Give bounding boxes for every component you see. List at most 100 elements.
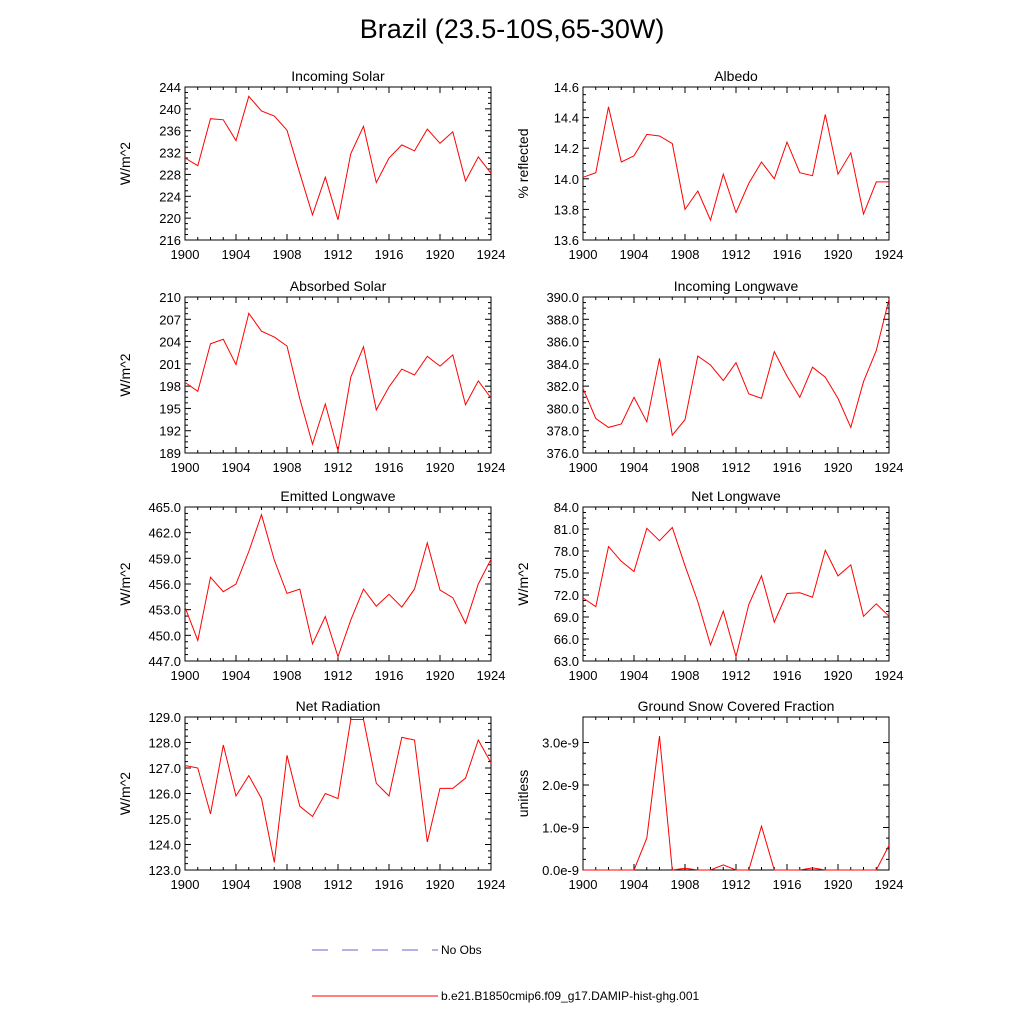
y-tick-label: 128.0 (148, 736, 181, 751)
x-tick-label: 1924 (875, 460, 904, 475)
chart-panel-4: Incoming Longwave 1900 1904 1908 1912 1916 192… (546, 278, 903, 475)
y-tick-label: 380.0 (546, 401, 579, 416)
y-axis-label: W/m^2 (117, 562, 133, 605)
y-tick-label: 123.0 (148, 863, 181, 878)
y-tick-label: 386.0 (546, 335, 579, 350)
x-tick-label: 1924 (875, 247, 904, 262)
legend-model-label: b.e21.B1850cmip6.f09_g17.DAMIP-hist-ghg.… (441, 989, 700, 1003)
y-tick-label: 240 (159, 102, 181, 117)
x-tick-label: 1904 (222, 877, 251, 892)
x-tick-label: 1916 (375, 668, 404, 683)
x-tick-label: 1920 (426, 247, 455, 262)
y-tick-label: 220 (159, 211, 181, 226)
series-line (582, 106, 889, 222)
y-tick-label: 216 (159, 233, 181, 248)
y-tick-label: 66.0 (554, 632, 579, 647)
x-tick-label: 1916 (773, 877, 802, 892)
x-tick-label: 1920 (426, 668, 455, 683)
y-tick-label: 388.0 (546, 312, 579, 327)
y-tick-label: 198 (159, 379, 181, 394)
y-tick-label: 228 (159, 167, 181, 182)
legend-no-obs-swatch (312, 949, 438, 951)
x-tick-label: 1908 (273, 460, 302, 475)
x-tick-label: 1920 (426, 460, 455, 475)
y-tick-label: 384.0 (546, 357, 579, 372)
y-tick-label: 232 (159, 146, 181, 161)
y-tick-label: 210 (159, 290, 181, 305)
y-tick-label: 236 (159, 124, 181, 139)
x-tick-label: 1916 (375, 460, 404, 475)
y-tick-label: 69.0 (554, 610, 579, 625)
y-axis-label: W/m^2 (117, 142, 133, 185)
x-tick-label: 1912 (722, 877, 751, 892)
x-tick-label: 1908 (671, 247, 700, 262)
x-tick-label: 1912 (722, 668, 751, 683)
x-tick-label: 1920 (824, 668, 853, 683)
series-line (184, 719, 492, 863)
chart-panel-6: Net Longwave 1900 1904 1908 1912 1916 1920 1924… (515, 488, 903, 683)
x-tick-label: 1912 (324, 877, 353, 892)
series-line (583, 736, 890, 871)
x-tick-label: 1904 (620, 460, 649, 475)
y-tick-label: 390.0 (546, 290, 579, 305)
x-tick-label: 1908 (671, 877, 700, 892)
legend-no-obs-label: No Obs (441, 943, 482, 957)
x-tick-label: 1900 (569, 247, 598, 262)
y-axis-label: W/m^2 (117, 353, 133, 396)
y-tick-label: 450.0 (148, 628, 181, 643)
x-tick-label: 1924 (477, 877, 506, 892)
y-tick-label: 13.6 (554, 233, 579, 248)
y-tick-label: 224 (159, 189, 181, 204)
y-tick-label: 456.0 (148, 577, 181, 592)
chart-panel-7: Net Radiation 1900 1904 1908 1912 1916 1920 192… (117, 698, 505, 892)
y-tick-label: 459.0 (148, 551, 181, 566)
x-tick-label: 1912 (324, 247, 353, 262)
y-tick-label: 1.0e-9 (542, 821, 579, 836)
x-tick-label: 1900 (171, 877, 200, 892)
y-tick-label: 195 (159, 401, 181, 416)
y-tick-label: 13.8 (554, 202, 579, 217)
y-tick-label: 14.4 (554, 111, 579, 126)
x-tick-label: 1900 (171, 668, 200, 683)
x-tick-label: 1916 (375, 877, 404, 892)
chart-panel-8: Ground Snow Covered Fraction 1900 1904 1908… (515, 698, 903, 892)
y-axis-label: % reflected (515, 128, 531, 198)
y-tick-label: 382.0 (546, 379, 579, 394)
series-line (184, 513, 492, 659)
x-tick-label: 1904 (222, 460, 251, 475)
panel-title: Albedo (714, 68, 758, 84)
y-tick-label: 189 (159, 446, 181, 461)
x-tick-label: 1924 (477, 668, 506, 683)
x-tick-label: 1916 (773, 460, 802, 475)
y-tick-label: 207 (159, 312, 181, 327)
x-tick-label: 1920 (824, 460, 853, 475)
panel-title: Absorbed Solar (290, 278, 387, 294)
legend-model-swatch (312, 995, 438, 997)
plot-frame (582, 86, 890, 241)
y-tick-label: 125.0 (148, 812, 181, 827)
y-tick-label: 75.0 (554, 566, 579, 581)
series-line (582, 299, 890, 437)
x-tick-label: 1916 (773, 247, 802, 262)
x-tick-label: 1904 (620, 668, 649, 683)
plot-frame (184, 296, 492, 454)
x-tick-label: 1920 (824, 247, 853, 262)
panel-title: Incoming Longwave (674, 278, 799, 294)
y-tick-label: 81.0 (554, 522, 579, 537)
x-tick-label: 1904 (222, 247, 251, 262)
x-tick-label: 1912 (722, 460, 751, 475)
y-tick-label: 63.0 (554, 654, 579, 669)
chart-panel-3: Absorbed Solar 1900 1904 1908 1912 1916 1920 19… (117, 278, 505, 475)
y-tick-label: 204 (159, 335, 181, 350)
panel-title: Net Radiation (296, 698, 381, 714)
y-tick-label: 0.0e-9 (542, 863, 579, 878)
x-tick-label: 1904 (620, 877, 649, 892)
y-tick-label: 447.0 (148, 654, 181, 669)
y-tick-label: 127.0 (148, 761, 181, 776)
chart-panel-2: Albedo 1900 1904 1908 1912 1916 1920 1924 13.6 13… (515, 68, 903, 262)
x-tick-label: 1908 (273, 668, 302, 683)
x-tick-label: 1904 (620, 247, 649, 262)
x-tick-label: 1900 (569, 668, 598, 683)
x-tick-label: 1900 (569, 460, 598, 475)
